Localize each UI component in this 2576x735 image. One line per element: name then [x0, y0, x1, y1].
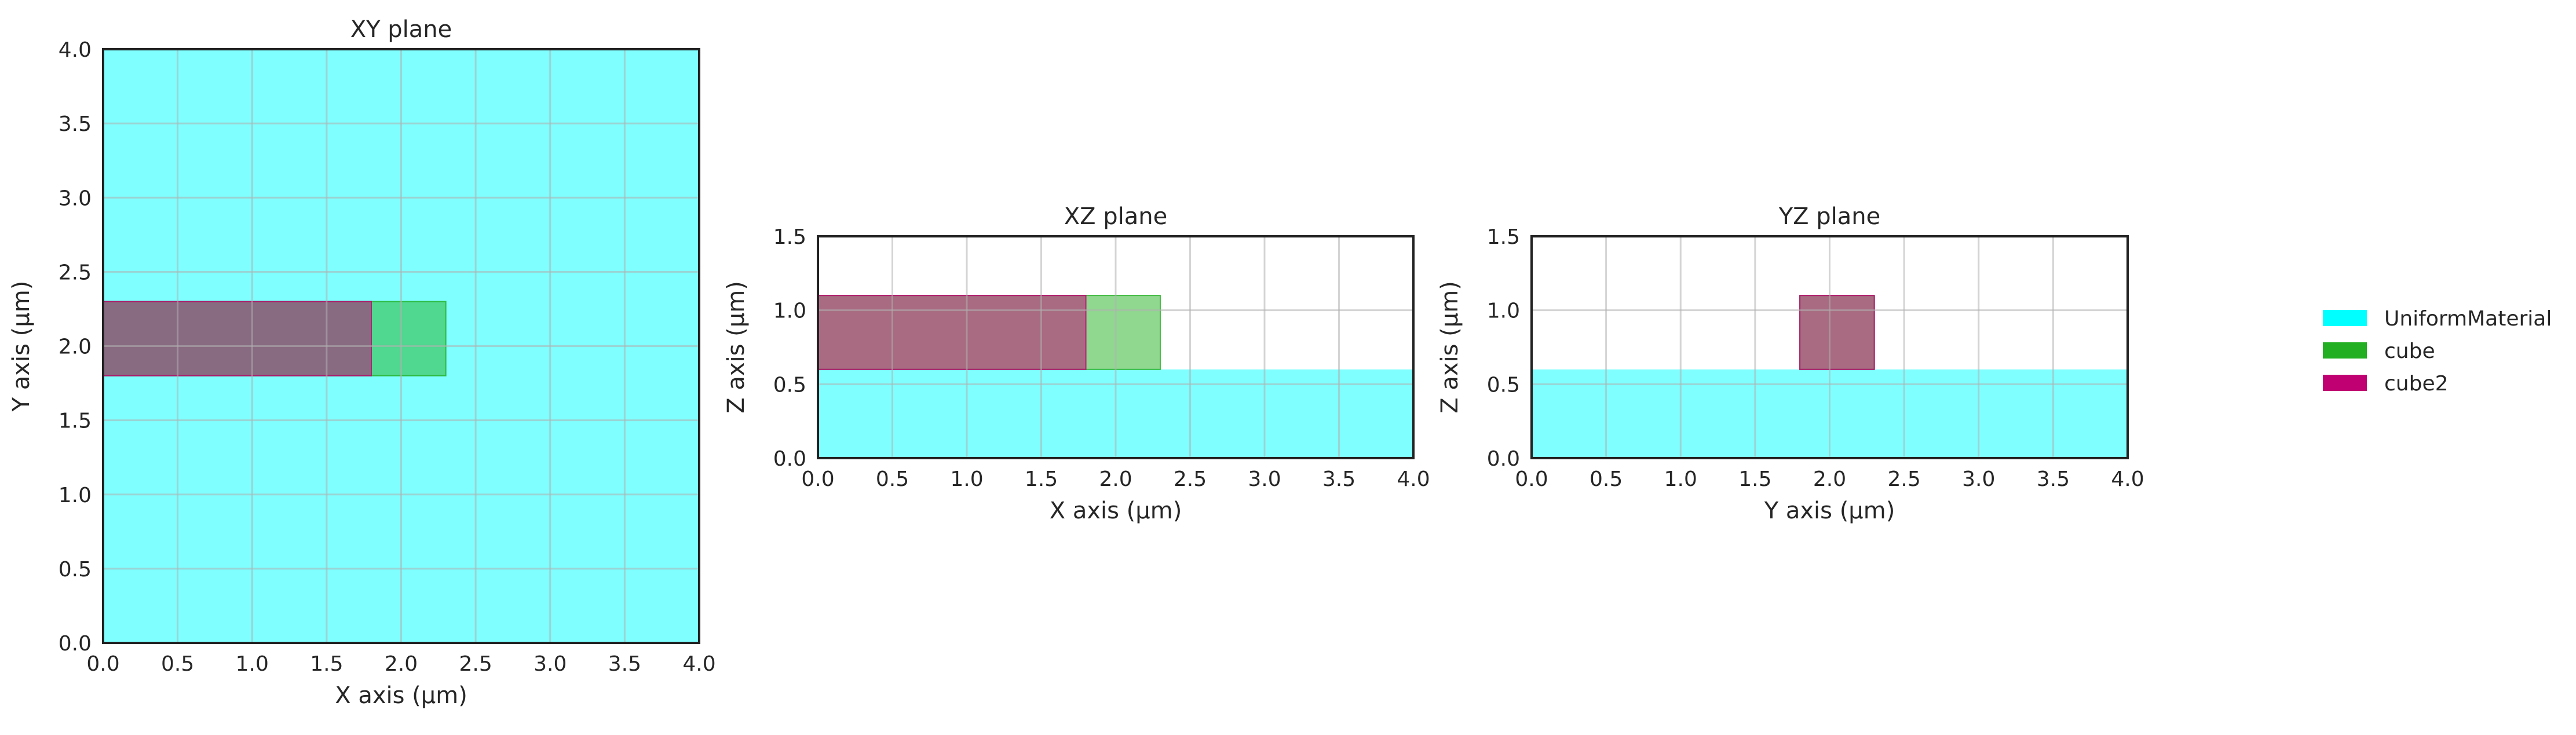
- x-tick-label: 1.0: [236, 652, 269, 676]
- y-tick-label: 1.0: [59, 484, 92, 507]
- y-tick-label: 3.5: [59, 112, 92, 136]
- y-axis-label: Y axis (µm): [8, 281, 35, 412]
- legend: UniformMaterial cube cube2: [2323, 307, 2552, 396]
- x-tick-label: 4.0: [1397, 467, 1430, 491]
- y-axis-label: Z axis (µm): [723, 281, 750, 414]
- plot-frame: [102, 48, 700, 644]
- x-tick-label: 1.0: [950, 467, 983, 491]
- y-tick-label: 2.5: [59, 261, 92, 284]
- chart-title: YZ plane: [1778, 203, 1881, 230]
- y-tick-label: 1.5: [773, 225, 806, 249]
- y-tick-label: 4.0: [59, 38, 92, 62]
- x-tick-label: 0.5: [161, 652, 194, 676]
- x-tick-label: 3.0: [1248, 467, 1281, 491]
- y-tick-label: 1.0: [1487, 299, 1520, 323]
- x-tick-label: 4.0: [2111, 467, 2144, 491]
- plot-frame: [817, 235, 1415, 459]
- y-tick-label: 0.5: [773, 373, 806, 397]
- legend-label-cube2: cube2: [2384, 372, 2449, 396]
- region-cube2: [103, 301, 372, 376]
- y-tick-label: 3.0: [59, 187, 92, 210]
- x-tick-label: 1.0: [1664, 467, 1697, 491]
- x-axis-label: Y axis (µm): [1764, 498, 1895, 524]
- region-cube2: [1799, 295, 1875, 370]
- legend-swatch-cube: [2323, 342, 2367, 359]
- panel-yz-plane: 0.0 0.5 1.0 1.5 2.0 2.5 3.0 3.5 4.0 0.0 0.5 1.0 1.5 Y…: [1437, 203, 2144, 524]
- y-tick-label: 0.0: [773, 447, 806, 471]
- chart-title: XY plane: [350, 16, 452, 43]
- x-tick-label: 0.0: [1515, 467, 1548, 491]
- panel-xz-plane: 0.0 0.5 1.0 1.5 2.0 2.5 3.0 3.5 4.0 0.0 0.5 1.0 1.5 X…: [723, 203, 1430, 524]
- x-tick-label: 3.0: [1962, 467, 1995, 491]
- x-tick-label: 1.5: [310, 652, 343, 676]
- x-tick-label: 4.0: [682, 652, 715, 676]
- region-cube2: [817, 295, 1087, 370]
- y-tick-label: 1.5: [1487, 225, 1520, 249]
- legend-swatch-uniformmaterial: [2323, 310, 2367, 326]
- x-axis-label: X axis (µm): [1050, 498, 1182, 524]
- x-tick-label: 2.5: [459, 652, 492, 676]
- x-tick-label: 2.5: [1887, 467, 1920, 491]
- chart-title: XZ plane: [1064, 203, 1168, 230]
- legend-label-cube: cube: [2384, 339, 2435, 363]
- x-axis-label: X axis (µm): [335, 682, 467, 709]
- legend-label-uniformmaterial: UniformMaterial: [2384, 307, 2552, 331]
- y-tick-label: 0.5: [59, 558, 92, 582]
- y-tick-label: 1.5: [59, 409, 92, 433]
- panel-xy-plane: 0.0 0.5 1.0 1.5 2.0 2.5 3.0 3.5 4.0 0.0 0.5 1.0 1.5 2…: [8, 16, 716, 709]
- x-tick-label: 3.5: [608, 652, 641, 676]
- legend-swatch-cube2: [2323, 375, 2367, 391]
- x-tick-label: 2.0: [1099, 467, 1132, 491]
- x-tick-label: 3.0: [534, 652, 567, 676]
- y-tick-label: 0.5: [1487, 373, 1520, 397]
- x-tick-label: 2.0: [385, 652, 418, 676]
- x-tick-label: 2.5: [1174, 467, 1207, 491]
- plot-frame: [1530, 235, 2129, 459]
- x-tick-label: 1.5: [1738, 467, 1771, 491]
- x-tick-label: 0.0: [801, 467, 834, 491]
- x-tick-label: 0.5: [876, 467, 909, 491]
- x-tick-label: 3.5: [1322, 467, 1355, 491]
- x-tick-label: 1.5: [1025, 467, 1058, 491]
- x-tick-label: 2.0: [1813, 467, 1846, 491]
- x-tick-label: 0.0: [86, 652, 119, 676]
- y-tick-label: 2.0: [59, 335, 92, 359]
- y-tick-label: 1.0: [773, 299, 806, 323]
- y-axis-label: Z axis (µm): [1437, 281, 1463, 414]
- y-tick-label: 0.0: [1487, 447, 1520, 471]
- x-tick-label: 3.5: [2037, 467, 2070, 491]
- x-tick-label: 0.5: [1590, 467, 1623, 491]
- y-tick-label: 0.0: [59, 632, 92, 656]
